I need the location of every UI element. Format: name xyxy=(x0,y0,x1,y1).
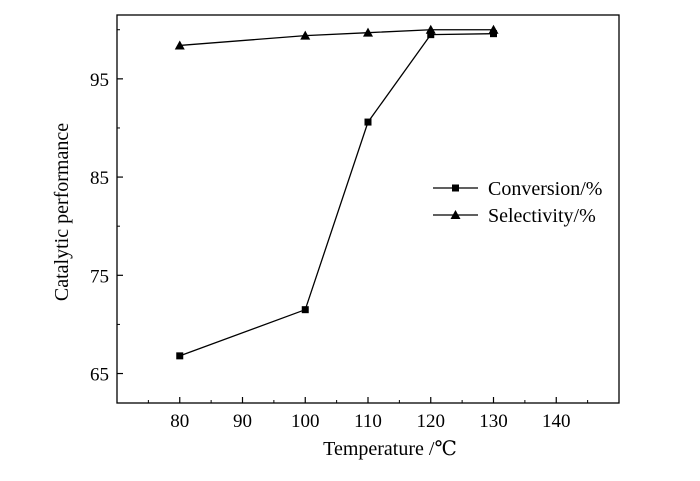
data-point xyxy=(425,24,436,34)
x-tick-label: 130 xyxy=(479,411,508,432)
data-point xyxy=(301,306,309,314)
data-point xyxy=(488,24,499,34)
series-line xyxy=(179,33,494,357)
data-point xyxy=(427,31,435,39)
legend-item: Selectivity/% xyxy=(433,205,596,227)
data-point xyxy=(176,352,184,360)
axis-ticks: 80 90 100 110 120 130 140 65 75 85 95 xyxy=(90,29,589,432)
x-tick-label: 140 xyxy=(542,411,571,432)
data-point xyxy=(364,118,372,126)
legend-label: Conversion/% xyxy=(488,178,602,200)
series-conversion xyxy=(176,30,497,360)
y-tick-label: 75 xyxy=(90,266,109,287)
y-tick-label: 65 xyxy=(90,365,109,386)
data-point xyxy=(300,30,311,40)
legend: Conversion/% Selectivity/% xyxy=(433,178,602,227)
x-tick-label: 110 xyxy=(354,411,382,432)
y-tick-label: 95 xyxy=(90,70,109,91)
data-point xyxy=(174,40,185,50)
x-tick-label: 90 xyxy=(233,411,252,432)
y-axis-label: Catalytic performance xyxy=(51,123,73,301)
y-tick-label: 85 xyxy=(90,168,109,189)
legend-label: Selectivity/% xyxy=(488,205,596,227)
legend-marker xyxy=(450,210,461,219)
series-line xyxy=(179,29,494,47)
series-layer xyxy=(174,24,499,360)
x-tick-label: 80 xyxy=(170,411,189,432)
x-tick-label: 120 xyxy=(417,411,446,432)
x-tick-label: 100 xyxy=(291,411,320,432)
x-axis-label: Temperature /℃ xyxy=(323,438,457,460)
data-point xyxy=(363,27,373,37)
legend-marker xyxy=(452,184,459,192)
legend-item: Conversion/% xyxy=(433,178,602,200)
series-selectivity xyxy=(174,24,499,50)
